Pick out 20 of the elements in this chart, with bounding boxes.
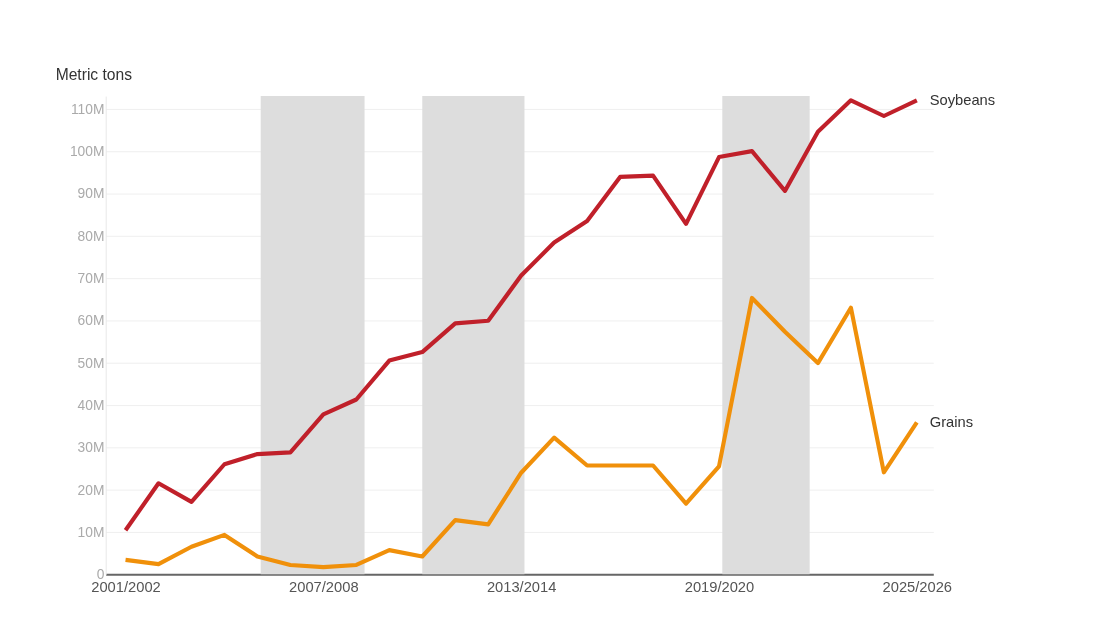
line-series	[123, 295, 919, 570]
y-tick-label: 50M	[77, 355, 105, 371]
y-tick-label: 10M	[77, 525, 105, 541]
line-series	[123, 98, 919, 533]
y-tick-label: 20M	[77, 482, 105, 498]
y-tick-label: 90M	[77, 186, 105, 202]
y-tick-label: 100M	[69, 144, 105, 160]
y-tick-label: 40M	[77, 398, 105, 414]
series-label: Soybeans	[929, 91, 996, 108]
x-tick-label: 2019/2020	[684, 579, 755, 596]
y-tick-label: 110M	[70, 101, 105, 117]
x-tick-label: 2025/2026	[882, 579, 953, 596]
y-tick-label: 80M	[77, 228, 105, 244]
x-tick-label: 2007/2008	[289, 579, 359, 596]
x-tick-label: 2013/2014	[486, 579, 557, 596]
y-tick-label: 70M	[77, 271, 105, 287]
series-label: Grains	[929, 413, 974, 430]
y-axis-title: Metric tons	[55, 66, 133, 84]
y-tick-label: 30M	[77, 440, 105, 456]
y-tick-label: 60M	[77, 313, 105, 329]
